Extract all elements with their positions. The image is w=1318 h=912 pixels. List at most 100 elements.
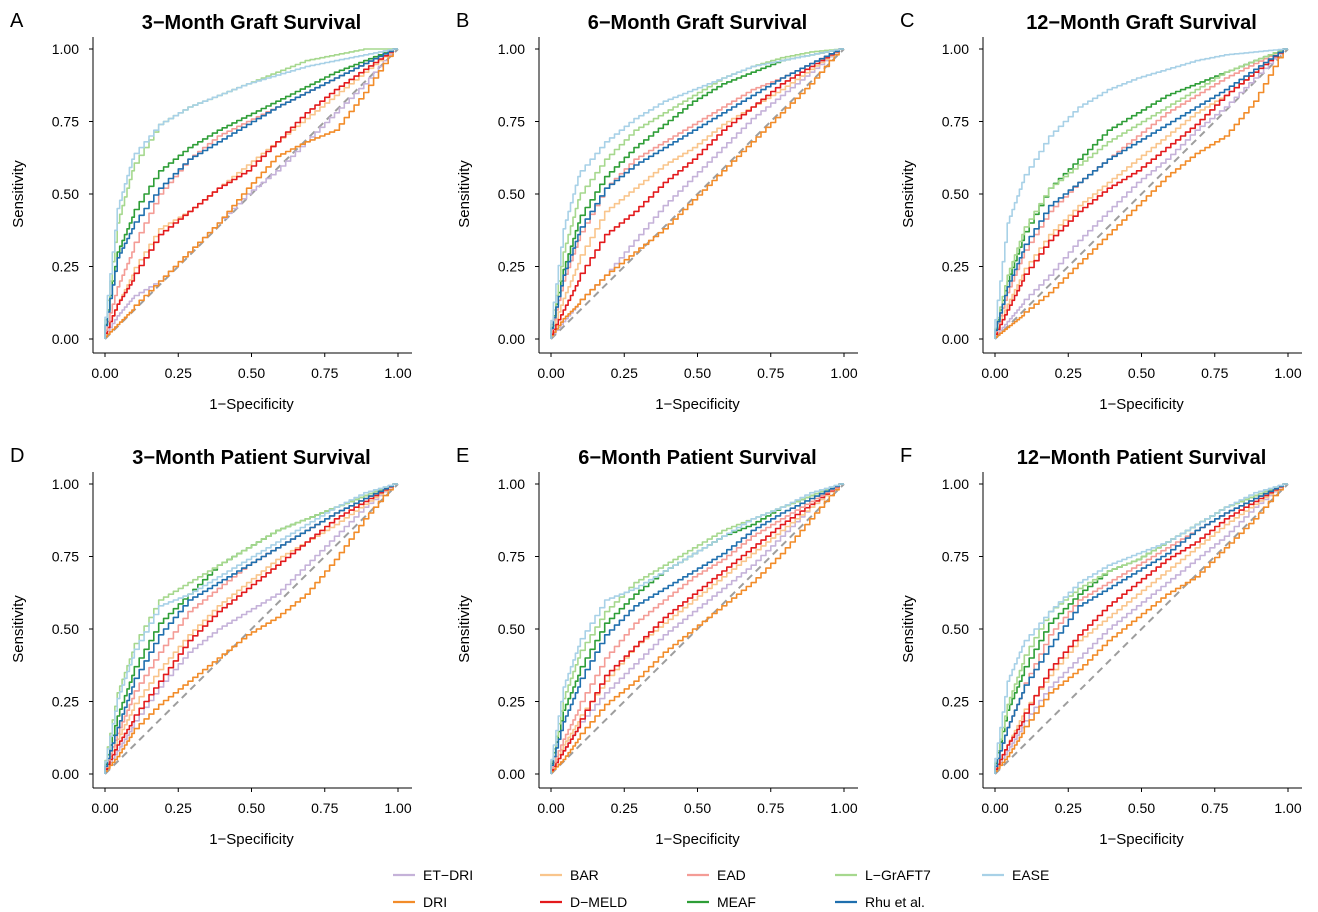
x-tick-label: 0.50 bbox=[238, 365, 265, 381]
roc-curve-et-dri bbox=[104, 48, 398, 339]
y-tick-label: 0.00 bbox=[498, 331, 525, 347]
roc-curve-dri bbox=[104, 48, 398, 339]
panel-title: 12−Month Graft Survival bbox=[1026, 12, 1257, 34]
y-tick-label: 0.00 bbox=[498, 766, 525, 782]
roc-curve-et-dri bbox=[994, 48, 1288, 339]
x-tick-label: 0.25 bbox=[165, 365, 192, 381]
legend-label: MEAF bbox=[717, 894, 756, 910]
y-tick-label: 0.25 bbox=[498, 694, 525, 710]
roc-curve-l-graft7 bbox=[994, 48, 1288, 339]
y-tick-label: 0.25 bbox=[52, 694, 79, 710]
roc-curve-rhu-et-al bbox=[550, 483, 844, 774]
y-tick-label: 0.75 bbox=[52, 114, 79, 130]
reference-diagonal-line bbox=[994, 48, 1289, 340]
y-tick-label: 0.50 bbox=[942, 621, 969, 637]
legend-item-rhu-et-al: Rhu et al. bbox=[835, 894, 925, 910]
roc-curve-ease bbox=[104, 483, 398, 774]
legend-item-et-dri: ET−DRI bbox=[393, 867, 473, 883]
roc-curve-rhu-et-al bbox=[550, 48, 844, 339]
y-axis-label: Sensitivity bbox=[456, 160, 473, 228]
roc-curve-ead bbox=[550, 483, 844, 774]
legend-label: D−MELD bbox=[570, 894, 627, 910]
legend-item-ease: EASE bbox=[982, 867, 1049, 883]
x-tick-label: 0.00 bbox=[537, 365, 564, 381]
x-tick-label: 0.75 bbox=[311, 365, 338, 381]
y-tick-label: 0.25 bbox=[52, 259, 79, 275]
x-axis-label: 1−Specificity bbox=[1099, 831, 1184, 848]
x-tick-label: 1.00 bbox=[384, 365, 411, 381]
y-tick-label: 0.00 bbox=[52, 766, 79, 782]
x-tick-label: 0.00 bbox=[537, 800, 564, 816]
panel-title: 6−Month Patient Survival bbox=[578, 447, 816, 469]
roc-panel-f: F 12−Month Patient Survival 0.00 0.25 0.50 0.… bbox=[900, 445, 1302, 848]
roc-curve-dri bbox=[550, 48, 844, 339]
x-tick-label: 1.00 bbox=[1274, 365, 1301, 381]
y-tick-label: 0.50 bbox=[498, 621, 525, 637]
x-tick-label: 0.00 bbox=[91, 800, 118, 816]
roc-curve-bar bbox=[104, 483, 398, 774]
y-tick-label: 0.75 bbox=[942, 549, 969, 565]
x-tick-label: 0.25 bbox=[611, 365, 638, 381]
panel-title: 12−Month Patient Survival bbox=[1017, 447, 1267, 469]
y-axis-label: Sensitivity bbox=[900, 595, 917, 663]
x-tick-label: 0.75 bbox=[311, 800, 338, 816]
x-tick-label: 0.75 bbox=[757, 800, 784, 816]
legend-item-bar: BAR bbox=[540, 867, 599, 883]
reference-diagonal-line bbox=[550, 48, 845, 340]
y-tick-label: 0.75 bbox=[942, 114, 969, 130]
x-axis-label: 1−Specificity bbox=[655, 396, 740, 413]
roc-curve-dri bbox=[550, 483, 844, 774]
legend-label: EASE bbox=[1012, 867, 1049, 883]
x-tick-label: 0.25 bbox=[165, 800, 192, 816]
legend-item-dri: DRI bbox=[393, 894, 447, 910]
roc-curve-rhu-et-al bbox=[994, 48, 1288, 339]
panel-title: 3−Month Graft Survival bbox=[142, 12, 362, 34]
x-tick-label: 0.25 bbox=[1055, 800, 1082, 816]
roc-curve-dri bbox=[104, 483, 398, 774]
x-tick-label: 0.75 bbox=[1201, 800, 1228, 816]
y-tick-label: 1.00 bbox=[52, 41, 79, 57]
roc-curve-ease bbox=[994, 48, 1288, 339]
x-tick-label: 1.00 bbox=[830, 365, 857, 381]
panel-letter: B bbox=[456, 10, 469, 32]
y-tick-label: 0.75 bbox=[498, 114, 525, 130]
x-tick-label: 0.25 bbox=[611, 800, 638, 816]
roc-curve-rhu-et-al bbox=[994, 483, 1288, 774]
roc-panel-d: D 3−Month Patient Survival 0.00 0.25 0.50 0.7… bbox=[10, 445, 412, 848]
y-tick-label: 0.75 bbox=[498, 549, 525, 565]
x-tick-label: 1.00 bbox=[1274, 800, 1301, 816]
panel-letter: F bbox=[900, 445, 912, 467]
x-tick-label: 0.50 bbox=[1128, 365, 1155, 381]
y-tick-label: 0.50 bbox=[52, 186, 79, 202]
roc-curve-d-meld bbox=[104, 48, 398, 339]
legend-label: Rhu et al. bbox=[865, 894, 925, 910]
y-tick-label: 0.25 bbox=[942, 694, 969, 710]
x-tick-label: 1.00 bbox=[384, 800, 411, 816]
y-tick-label: 0.50 bbox=[942, 186, 969, 202]
y-axis-label: Sensitivity bbox=[900, 160, 917, 228]
x-tick-label: 0.25 bbox=[1055, 365, 1082, 381]
y-tick-label: 1.00 bbox=[498, 476, 525, 492]
roc-curve-ease bbox=[994, 483, 1288, 774]
reference-diagonal-line bbox=[994, 483, 1289, 775]
roc-panel-b: B 6−Month Graft Survival 0.00 0.25 0.50 0.75 1… bbox=[456, 10, 858, 413]
y-tick-label: 1.00 bbox=[942, 41, 969, 57]
x-tick-label: 0.50 bbox=[684, 800, 711, 816]
x-tick-label: 0.00 bbox=[981, 365, 1008, 381]
legend-label: BAR bbox=[570, 867, 599, 883]
panel-letter: E bbox=[456, 445, 469, 467]
x-tick-label: 0.75 bbox=[1201, 365, 1228, 381]
panel-grid: A 3−Month Graft Survival 0.00 0.25 0.50 0.75 1… bbox=[10, 10, 1302, 848]
y-tick-label: 0.75 bbox=[52, 549, 79, 565]
panel-title: 3−Month Patient Survival bbox=[132, 447, 370, 469]
reference-diagonal-line bbox=[104, 483, 399, 775]
x-tick-label: 0.50 bbox=[238, 800, 265, 816]
y-tick-label: 1.00 bbox=[498, 41, 525, 57]
y-tick-label: 0.50 bbox=[52, 621, 79, 637]
roc-curve-rhu-et-al bbox=[104, 48, 398, 339]
x-tick-label: 0.75 bbox=[757, 365, 784, 381]
legend-label: ET−DRI bbox=[423, 867, 473, 883]
roc-curve-et-dri bbox=[104, 483, 398, 774]
y-axis-label: Sensitivity bbox=[10, 160, 27, 228]
